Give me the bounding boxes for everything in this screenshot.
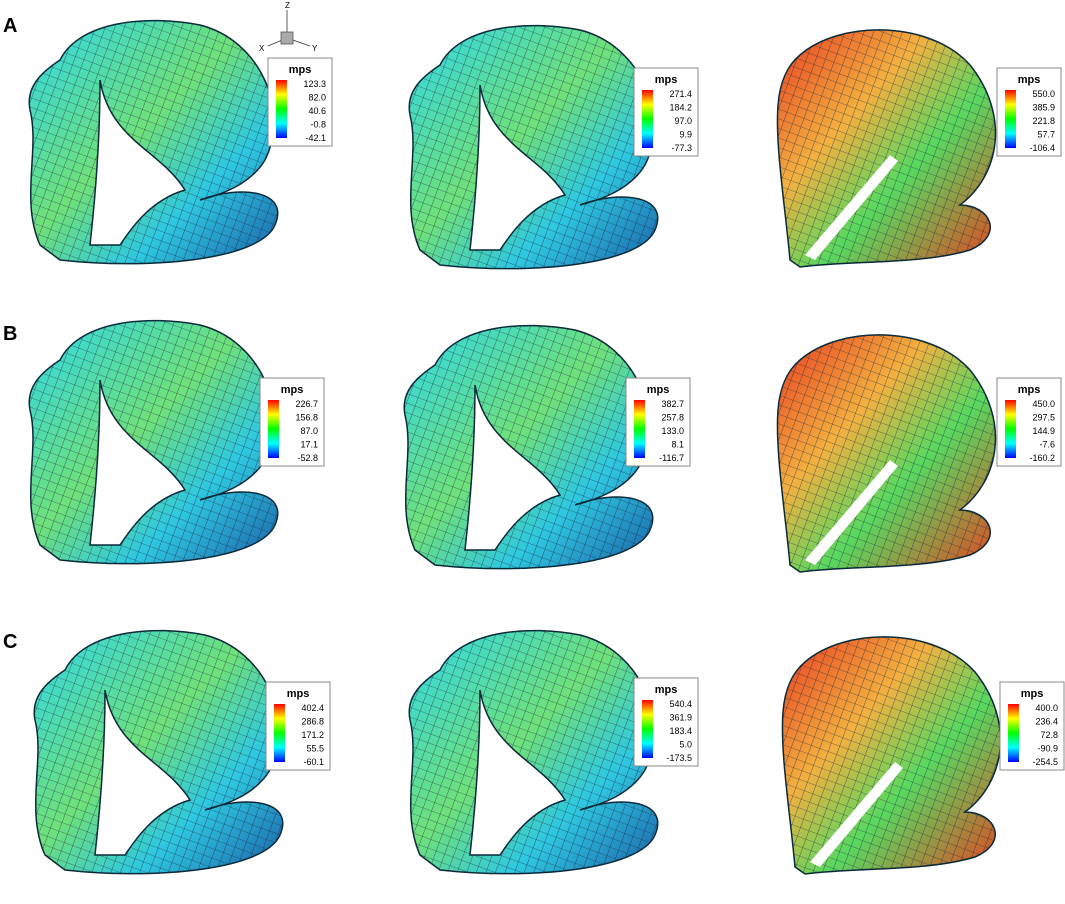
legend-value: -160.2 bbox=[1029, 453, 1055, 463]
legend-value: 257.8 bbox=[661, 413, 684, 423]
legend-value: 286.8 bbox=[301, 717, 324, 727]
legend-title: mps bbox=[655, 74, 678, 86]
axis-label: Z bbox=[285, 1, 290, 10]
legend-value: -52.8 bbox=[297, 453, 318, 463]
legend-title: mps bbox=[655, 684, 678, 696]
legend-value: 17.1 bbox=[300, 440, 318, 450]
legend-value: -254.5 bbox=[1032, 757, 1058, 767]
valve-render bbox=[408, 24, 659, 270]
legend-value: -42.1 bbox=[305, 133, 326, 143]
legend-value: 82.0 bbox=[308, 93, 326, 103]
legend-value: 550.0 bbox=[1032, 89, 1055, 99]
legend-value: 183.4 bbox=[669, 726, 692, 736]
color-bar bbox=[274, 704, 285, 762]
axis-label: Y bbox=[312, 44, 318, 53]
color-bar bbox=[276, 80, 287, 138]
legend-value: -7.6 bbox=[1039, 440, 1055, 450]
legend-value: 55.5 bbox=[306, 744, 324, 754]
valve-render bbox=[33, 629, 284, 875]
legend-value: 144.9 bbox=[1032, 426, 1055, 436]
color-bar bbox=[634, 400, 645, 458]
color-bar bbox=[642, 700, 653, 758]
legend-value: 226.7 bbox=[295, 399, 318, 409]
legend-value: 8.1 bbox=[671, 440, 684, 450]
valve-render bbox=[781, 636, 1002, 875]
row-label: A bbox=[3, 15, 17, 37]
color-bar bbox=[642, 90, 653, 148]
legend-title: mps bbox=[1021, 688, 1044, 700]
legend-value: -0.8 bbox=[310, 120, 326, 130]
legend-value: 87.0 bbox=[300, 426, 318, 436]
valve-render bbox=[776, 29, 997, 268]
valve-render bbox=[28, 19, 279, 265]
axis-triad: Z X Y bbox=[259, 1, 318, 53]
legend-value: 57.7 bbox=[1037, 130, 1055, 140]
legend-value: 156.8 bbox=[295, 413, 318, 423]
legend-title: mps bbox=[1018, 384, 1041, 396]
legend-value: 97.0 bbox=[674, 116, 692, 126]
legend-value: 271.4 bbox=[669, 89, 692, 99]
legend-value: 221.8 bbox=[1032, 116, 1055, 126]
legend-value: 72.8 bbox=[1040, 730, 1058, 740]
color-bar bbox=[1005, 90, 1016, 148]
legend-title: mps bbox=[289, 64, 312, 76]
legend-value: 40.6 bbox=[308, 106, 326, 116]
legend-value: -173.5 bbox=[666, 753, 692, 763]
legend-value: 382.7 bbox=[661, 399, 684, 409]
valve-render bbox=[408, 629, 659, 875]
legend-value: 5.0 bbox=[679, 740, 692, 750]
legend-title: mps bbox=[1018, 74, 1041, 86]
valve-render bbox=[28, 319, 279, 565]
legend-value: -60.1 bbox=[303, 757, 324, 767]
legend-value: 400.0 bbox=[1035, 703, 1058, 713]
legend-value: 297.5 bbox=[1032, 413, 1055, 423]
legend-title: mps bbox=[281, 384, 304, 396]
legend-title: mps bbox=[647, 384, 670, 396]
legend-value: 123.3 bbox=[303, 79, 326, 89]
legend-value: 133.0 bbox=[661, 426, 684, 436]
legend-value: 171.2 bbox=[301, 730, 324, 740]
legend-value: 9.9 bbox=[679, 130, 692, 140]
legend-value: -106.4 bbox=[1029, 143, 1055, 153]
valve-render bbox=[403, 324, 654, 570]
legend-value: 184.2 bbox=[669, 103, 692, 113]
axis-label: X bbox=[259, 44, 265, 53]
legend-title: mps bbox=[287, 688, 310, 700]
row-label: C bbox=[3, 631, 17, 653]
legend-value: 402.4 bbox=[301, 703, 324, 713]
color-bar bbox=[1008, 704, 1019, 762]
legend-value: 236.4 bbox=[1035, 717, 1058, 727]
color-bar bbox=[268, 400, 279, 458]
color-bar bbox=[1005, 400, 1016, 458]
row-label: B bbox=[3, 323, 17, 345]
legend-value: -90.9 bbox=[1037, 744, 1058, 754]
legend-value: 540.4 bbox=[669, 699, 692, 709]
legend-value: -116.7 bbox=[659, 453, 684, 463]
legend-value: 450.0 bbox=[1032, 399, 1055, 409]
legend-value: 361.9 bbox=[669, 713, 692, 723]
legend-value: 385.9 bbox=[1032, 103, 1055, 113]
legend-value: -77.3 bbox=[671, 143, 692, 153]
valve-render bbox=[776, 334, 997, 573]
